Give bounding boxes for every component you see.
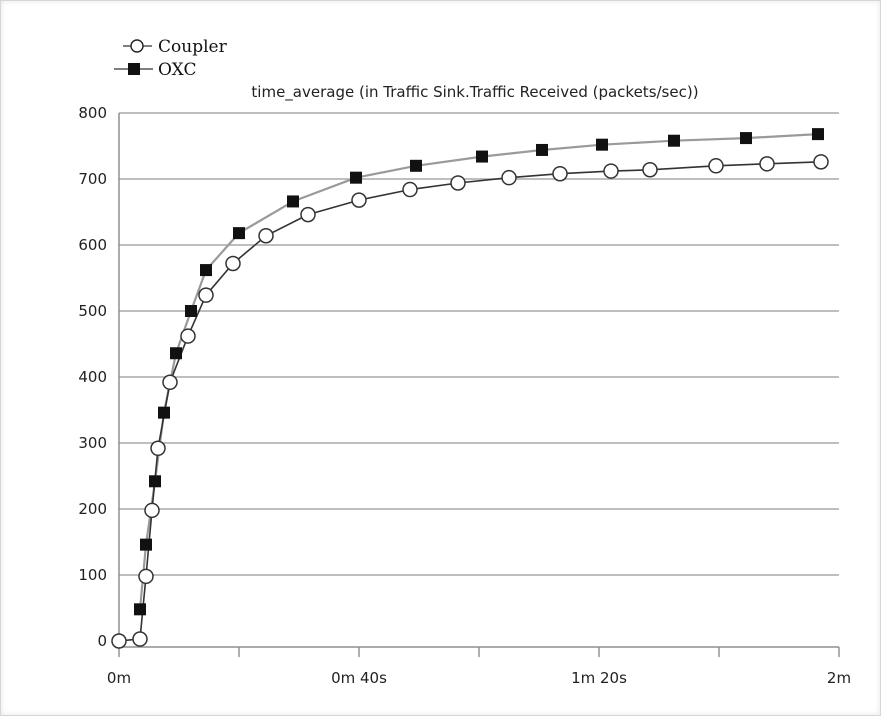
series-line-coupler bbox=[118, 161, 822, 642]
x-tick-label: 2m bbox=[827, 669, 851, 687]
legend-coupler-label: Coupler bbox=[158, 37, 228, 57]
data-point-coupler bbox=[402, 181, 418, 198]
data-point-oxc bbox=[476, 150, 488, 163]
y-tick-label: 200 bbox=[78, 500, 107, 518]
series-lines bbox=[118, 133, 822, 642]
data-point-oxc bbox=[158, 406, 170, 419]
legend-item-coupler: Coupler bbox=[123, 37, 228, 57]
grid-lines bbox=[119, 112, 839, 576]
legend-oxc-label: OXC bbox=[158, 60, 196, 80]
data-point-coupler bbox=[138, 568, 154, 585]
x-tick-label: 0m bbox=[107, 669, 131, 687]
data-point-coupler bbox=[450, 175, 466, 191]
legend-oxc-marker bbox=[128, 63, 140, 75]
y-tick-label: 800 bbox=[78, 104, 107, 122]
y-tick-label: 100 bbox=[78, 566, 107, 584]
data-point-oxc bbox=[233, 227, 245, 240]
data-point-coupler bbox=[132, 631, 148, 647]
data-point-coupler bbox=[150, 440, 166, 457]
data-point-coupler bbox=[180, 328, 196, 344]
data-point-coupler bbox=[144, 502, 160, 519]
y-tick-label: 400 bbox=[78, 368, 107, 386]
data-point-coupler bbox=[552, 165, 568, 182]
chart-title: time_average (in Traffic Sink.Traffic Re… bbox=[251, 83, 698, 102]
series-markers bbox=[111, 128, 829, 649]
x-tick-label: 0m 40s bbox=[331, 669, 387, 687]
data-point-oxc bbox=[596, 138, 608, 151]
series-line-oxc bbox=[138, 133, 819, 610]
y-tick-label: 300 bbox=[78, 434, 107, 452]
data-point-coupler bbox=[603, 163, 619, 179]
data-point-coupler bbox=[300, 206, 316, 223]
y-axis-ticks: 0 100 200 300 400 500 600 700 800 bbox=[78, 104, 107, 650]
data-point-oxc bbox=[740, 132, 752, 145]
data-point-oxc bbox=[149, 475, 161, 488]
x-axis-ticks: 0m 0m 40s 1m 20s 2m bbox=[107, 647, 851, 687]
data-point-coupler bbox=[111, 633, 127, 649]
data-point-oxc bbox=[134, 603, 146, 616]
legend-item-oxc: OXC bbox=[114, 60, 196, 80]
data-point-coupler bbox=[759, 156, 775, 172]
data-point-oxc bbox=[350, 171, 362, 184]
data-point-coupler bbox=[708, 158, 724, 174]
data-point-coupler bbox=[642, 162, 658, 178]
data-point-oxc bbox=[668, 134, 680, 147]
data-point-coupler bbox=[225, 255, 241, 272]
data-point-oxc bbox=[185, 305, 197, 317]
data-point-coupler bbox=[351, 192, 367, 208]
axes bbox=[118, 113, 839, 648]
data-point-coupler bbox=[258, 228, 274, 244]
data-point-coupler bbox=[501, 169, 517, 186]
data-point-oxc bbox=[170, 347, 182, 360]
data-point-oxc bbox=[536, 143, 548, 156]
x-tick-label: 1m 20s bbox=[571, 669, 627, 687]
y-tick-label: 500 bbox=[78, 302, 107, 320]
data-point-coupler bbox=[162, 374, 178, 391]
data-point-oxc bbox=[410, 159, 422, 172]
data-point-oxc bbox=[140, 538, 152, 551]
y-tick-label: 0 bbox=[97, 632, 107, 650]
legend: Coupler OXC bbox=[114, 37, 228, 80]
data-point-coupler bbox=[813, 154, 829, 170]
y-tick-label: 600 bbox=[78, 236, 107, 254]
legend-coupler-marker bbox=[130, 39, 144, 53]
data-point-coupler bbox=[198, 287, 214, 303]
y-tick-label: 700 bbox=[78, 170, 107, 188]
data-point-oxc bbox=[287, 195, 299, 208]
data-point-oxc bbox=[200, 264, 212, 277]
data-point-oxc bbox=[812, 128, 824, 141]
